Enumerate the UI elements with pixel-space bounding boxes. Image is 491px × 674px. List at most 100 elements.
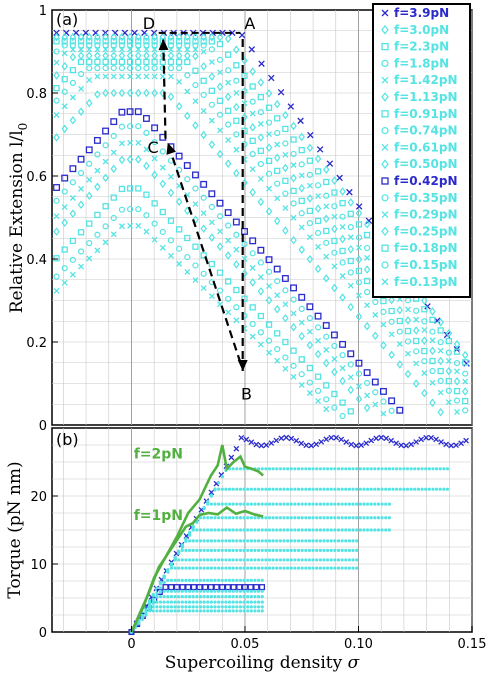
- torque-point: [158, 590, 163, 594]
- torque-point: [318, 516, 322, 520]
- torque-point: [209, 595, 213, 599]
- data-point: [184, 111, 191, 121]
- data-point: [233, 146, 240, 153]
- torque-point: [238, 600, 243, 604]
- torque-point: [293, 437, 300, 444]
- data-point: [298, 331, 305, 341]
- torque-point: [217, 566, 221, 570]
- data-point: [314, 229, 322, 237]
- torque-point: [213, 605, 217, 609]
- data-point: [453, 387, 461, 395]
- data-point: [167, 42, 175, 49]
- data-point: [331, 367, 338, 377]
- torque-point: [202, 609, 206, 613]
- torque-point: [326, 566, 330, 570]
- torque-series-f=0.13pN: [129, 609, 264, 634]
- torque-point: [373, 467, 377, 471]
- data-point: [257, 287, 265, 296]
- torque-point: [198, 605, 203, 609]
- torque-point: [260, 548, 264, 553]
- torque-point: [307, 548, 312, 553]
- torque-point: [380, 528, 384, 532]
- torque-point: [384, 502, 388, 506]
- torque-point: [238, 578, 243, 582]
- torque-point: [300, 528, 304, 532]
- data-point: [142, 115, 150, 122]
- torque-point: [213, 584, 220, 591]
- data-point: [69, 32, 77, 42]
- data-point: [167, 188, 175, 198]
- data-point: [110, 194, 117, 201]
- data-point: [355, 221, 363, 228]
- torque-point: [220, 502, 224, 506]
- data-point: [421, 318, 428, 325]
- data-point: [184, 253, 191, 261]
- data-point: [322, 214, 330, 224]
- y-tick-label: 0.8: [26, 87, 47, 102]
- torque-point: [191, 600, 195, 604]
- torque-point: [177, 589, 181, 593]
- torque-point: [278, 566, 282, 570]
- torque-point: [224, 578, 228, 582]
- data-point: [135, 139, 142, 146]
- data-point: [102, 173, 109, 183]
- torque-point: [438, 467, 442, 471]
- data-point: [53, 59, 60, 66]
- data-point: [249, 123, 256, 132]
- torque-point: [230, 584, 237, 591]
- data-point: [127, 139, 134, 146]
- torque-point: [264, 487, 268, 491]
- legend-marker: [381, 9, 389, 17]
- torque-point: [300, 539, 304, 543]
- torque-point: [231, 558, 235, 562]
- data-point: [233, 260, 240, 269]
- data-point: [461, 387, 469, 396]
- torque-point: [311, 558, 315, 562]
- torque-point: [202, 578, 206, 582]
- torque-point: [340, 502, 344, 506]
- data-point: [306, 220, 314, 227]
- data-point: [184, 269, 191, 275]
- data-point: [290, 347, 297, 354]
- torque-point: [329, 502, 333, 506]
- data-point: [61, 218, 68, 227]
- torque-point: [268, 440, 275, 446]
- torque-point: [387, 528, 391, 532]
- data-point: [462, 370, 469, 377]
- torque-point: [227, 578, 232, 582]
- torque-point: [206, 578, 210, 582]
- torque-point: [318, 539, 322, 543]
- data-point: [94, 73, 101, 80]
- torque-point: [271, 566, 275, 570]
- torque-point: [304, 502, 308, 506]
- data-point: [78, 185, 85, 192]
- torque-point: [442, 467, 446, 471]
- torque-point: [424, 487, 428, 491]
- torque-point: [187, 600, 192, 604]
- torque-point: [180, 545, 184, 549]
- data-point: [53, 97, 60, 104]
- data-point: [175, 152, 183, 160]
- data-point: [274, 346, 281, 353]
- data-point: [336, 174, 343, 182]
- panel-b-label: (b): [56, 430, 79, 449]
- data-point: [216, 82, 224, 91]
- data-point: [159, 244, 166, 251]
- torque-point: [362, 516, 366, 520]
- torque-point: [433, 436, 439, 443]
- data-point: [347, 224, 354, 231]
- torque-point: [311, 548, 315, 553]
- torque-point: [213, 595, 217, 599]
- data-point: [405, 306, 411, 313]
- legend-marker: [381, 127, 389, 135]
- data-point: [143, 32, 150, 42]
- torque-point: [387, 516, 391, 520]
- data-point: [323, 227, 330, 235]
- data-point: [233, 131, 240, 138]
- torque-point: [368, 437, 375, 444]
- legend-marker: [381, 25, 389, 35]
- torque-point: [227, 566, 232, 570]
- torque-point: [224, 528, 228, 532]
- data-point: [347, 244, 355, 254]
- data-point: [93, 136, 101, 144]
